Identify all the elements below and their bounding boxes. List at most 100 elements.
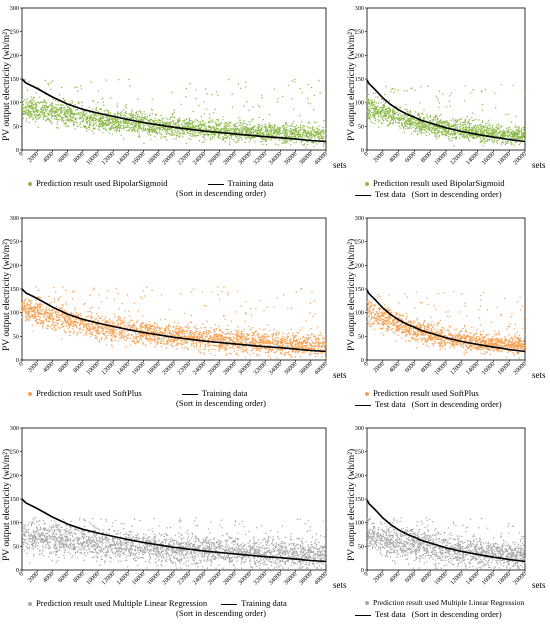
prediction-point	[380, 115, 382, 118]
prediction-point	[64, 122, 66, 125]
prediction-point	[43, 113, 46, 115]
prediction-point	[497, 123, 500, 126]
prediction-point	[438, 129, 440, 131]
prediction-point	[202, 119, 204, 122]
prediction-point	[69, 102, 71, 105]
prediction-point	[102, 125, 104, 127]
x-tick-label: 24000	[191, 150, 207, 166]
prediction-point	[466, 136, 469, 138]
prediction-point	[217, 125, 220, 127]
prediction-point	[81, 101, 83, 104]
prediction-point	[291, 80, 293, 82]
prediction-point	[308, 127, 310, 129]
x-tick-label: 20000	[161, 360, 177, 376]
prediction-point	[250, 128, 253, 130]
prediction-point	[216, 328, 218, 330]
prediction-point	[127, 125, 129, 127]
prediction-point	[110, 127, 112, 129]
y-tick-label: 150	[10, 76, 19, 83]
prediction-point	[315, 122, 317, 124]
prediction-point	[46, 108, 48, 111]
prediction-point	[438, 90, 441, 92]
prediction-point	[100, 331, 103, 333]
prediction-point	[45, 102, 47, 104]
prediction-point	[438, 136, 440, 138]
prediction-point	[21, 312, 24, 315]
prediction-point	[187, 348, 189, 350]
prediction-point	[120, 125, 122, 127]
prediction-point	[105, 123, 107, 126]
prediction-point	[299, 130, 302, 132]
prediction-point	[169, 117, 172, 119]
prediction-point	[104, 127, 106, 129]
prediction-point	[75, 318, 78, 321]
prediction-point	[294, 130, 296, 132]
prediction-point	[380, 98, 383, 101]
prediction-point	[33, 97, 35, 99]
prediction-point	[62, 309, 64, 311]
prediction-point	[142, 342, 144, 344]
prediction-point	[424, 125, 426, 128]
prediction-point	[388, 100, 391, 102]
prediction-point	[138, 115, 140, 118]
prediction-point	[419, 131, 421, 133]
prediction-point	[276, 129, 278, 131]
prediction-point	[241, 123, 243, 125]
prediction-point	[95, 118, 98, 120]
prediction-point	[424, 129, 426, 131]
prediction-point	[284, 129, 286, 132]
prediction-point	[21, 107, 24, 110]
prediction-point	[500, 130, 502, 132]
prediction-point	[245, 125, 248, 128]
prediction-point	[130, 114, 132, 117]
prediction-point	[317, 136, 319, 139]
prediction-point	[414, 111, 416, 113]
prediction-point	[65, 121, 67, 124]
prediction-point	[182, 136, 184, 138]
prediction-point	[139, 119, 142, 122]
prediction-point	[389, 115, 391, 117]
prediction-point	[142, 130, 144, 132]
prediction-point	[310, 135, 312, 137]
prediction-point	[216, 124, 218, 126]
prediction-point	[510, 137, 512, 140]
prediction-point	[471, 137, 473, 139]
prediction-point	[92, 100, 95, 102]
prediction-point	[390, 90, 392, 93]
prediction-point	[188, 119, 191, 121]
prediction-point	[70, 116, 72, 119]
prediction-point	[60, 86, 63, 89]
prediction-point	[377, 105, 379, 107]
prediction-point	[137, 125, 140, 128]
prediction-point	[100, 318, 102, 320]
prediction-point	[99, 123, 101, 125]
prediction-point	[79, 118, 81, 120]
prediction-point	[237, 338, 239, 341]
prediction-point	[236, 127, 238, 130]
prediction-point	[197, 125, 199, 128]
prediction-point	[517, 133, 520, 135]
prediction-point	[273, 352, 275, 354]
prediction-point	[21, 109, 24, 112]
prediction-point	[78, 103, 80, 105]
x-tick-label: 8000	[72, 150, 86, 164]
prediction-point	[243, 135, 245, 137]
prediction-point	[102, 121, 104, 123]
prediction-point	[79, 111, 81, 114]
prediction-point	[209, 113, 211, 116]
prediction-point	[118, 79, 120, 81]
prediction-point	[215, 129, 217, 131]
prediction-point	[143, 125, 146, 127]
prediction-point	[65, 125, 67, 128]
prediction-point	[157, 332, 159, 334]
prediction-point	[69, 109, 72, 112]
prediction-point	[472, 112, 474, 115]
prediction-point	[312, 109, 315, 111]
y-tick-label: 200	[355, 52, 364, 59]
prediction-point	[403, 131, 405, 133]
prediction-point	[287, 132, 289, 135]
prediction-point	[197, 124, 199, 127]
prediction-point	[244, 131, 246, 133]
prediction-point	[56, 126, 58, 129]
prediction-point	[287, 129, 289, 131]
